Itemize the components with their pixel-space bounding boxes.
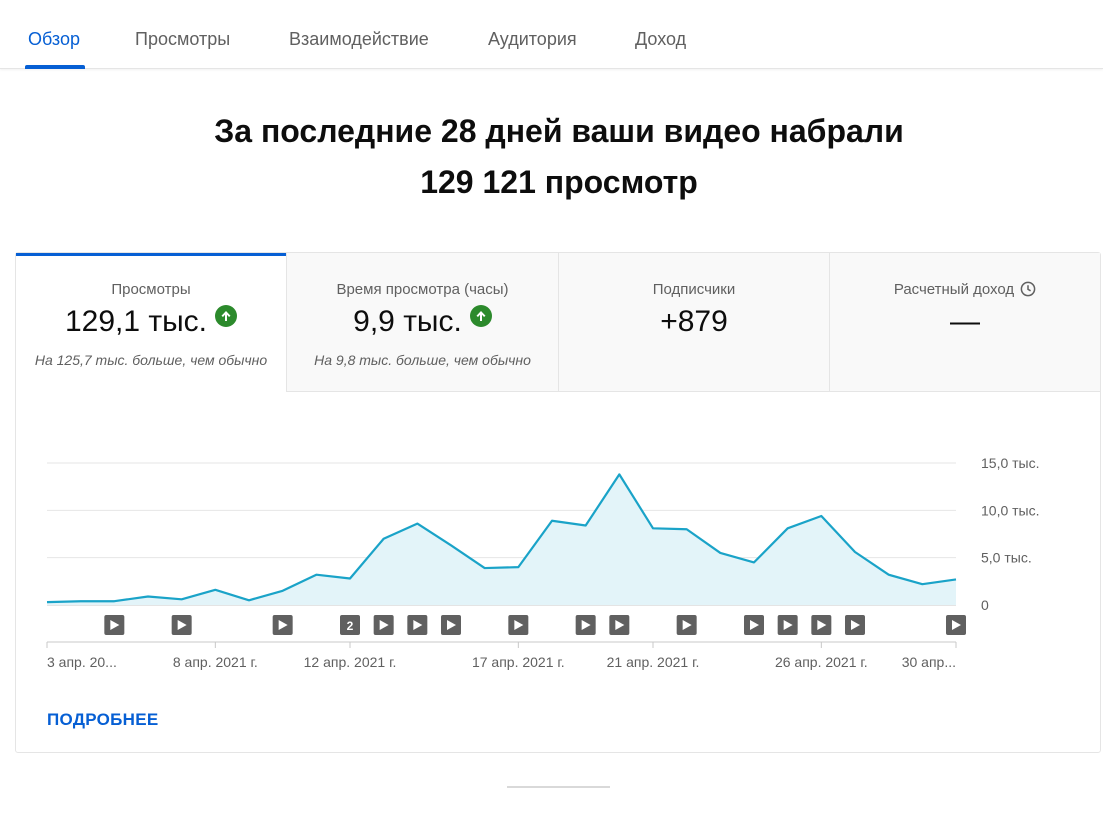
metric-watch-time[interactable]: Время просмотра (часы) 9,9 тыс. На 9,8 т…	[287, 253, 559, 392]
metric-subscribers[interactable]: Подписчики +879	[559, 253, 830, 392]
x-tick-label: 8 апр. 2021 г.	[173, 654, 258, 670]
metric-label: Просмотры	[111, 281, 191, 298]
x-tick-label: 21 апр. 2021 г.	[607, 654, 700, 670]
arrow-up-icon	[469, 305, 492, 327]
headline-line1: За последние 28 дней ваши видео набрали	[214, 113, 904, 149]
x-tick-label: 17 апр. 2021 г.	[472, 654, 565, 670]
play-icon	[379, 620, 389, 630]
play-icon	[514, 620, 524, 630]
clock-icon[interactable]	[1020, 281, 1036, 301]
metric-comparison: На 9,8 тыс. больше, чем обычно	[314, 352, 531, 368]
tab-bar: Обзор Просмотры Взаимодействие Аудитория…	[0, 0, 1103, 69]
more-details-link[interactable]: ПОДРОБНЕЕ	[47, 710, 159, 729]
y-tick-label: 0	[981, 597, 989, 613]
play-icon	[615, 620, 625, 630]
bottom-divider	[507, 786, 610, 788]
play-icon	[750, 620, 759, 630]
arrow-up-icon	[215, 305, 238, 327]
play-icon	[447, 620, 456, 630]
tab-views[interactable]: Просмотры	[135, 29, 231, 49]
y-tick-label: 5,0 тыс.	[981, 550, 1032, 566]
play-icon	[851, 620, 860, 630]
x-tick-label: 30 апр...	[902, 654, 956, 670]
metric-value: +879	[660, 305, 728, 338]
active-tab-indicator	[25, 65, 85, 69]
metric-comparison: На 125,7 тыс. больше, чем обычно	[34, 352, 268, 368]
metric-label: Время просмотра (часы)	[336, 281, 509, 298]
series-area	[47, 474, 956, 605]
play-icon	[817, 620, 827, 630]
metric-value: 129,1 тыс.	[16, 305, 286, 339]
x-tick-label: 12 апр. 2021 г.	[304, 654, 397, 670]
metric-label: Расчетный доход	[830, 281, 1100, 301]
page-headline: За последние 28 дней ваши видео набрали …	[0, 106, 1103, 208]
metric-estimated-revenue[interactable]: Расчетный доход —	[830, 253, 1100, 392]
play-icon	[177, 620, 187, 630]
tab-revenue[interactable]: Доход	[635, 29, 687, 49]
headline-line2: 129 121 просмотр	[420, 164, 698, 200]
play-icon	[581, 620, 591, 630]
video-marker-count: 2	[347, 619, 354, 633]
views-chart: 15,0 тыс. 10,0 тыс. 5,0 тыс. 0 2 3 апр. 20...…	[46, 455, 1040, 670]
series-line	[46, 473, 957, 604]
x-tick-label: 26 апр. 2021 г.	[775, 654, 868, 670]
tab-overview[interactable]: Обзор	[28, 29, 80, 49]
metric-value: —	[950, 305, 980, 338]
y-tick-label: 15,0 тыс.	[981, 455, 1040, 471]
metric-label: Подписчики	[652, 281, 736, 298]
play-icon	[952, 620, 961, 630]
overview-card: Просмотры 129,1 тыс. На 125,7 тыс. больш…	[15, 252, 1101, 753]
y-tick-label: 10,0 тыс.	[981, 502, 1040, 518]
play-icon	[783, 620, 793, 630]
play-icon	[413, 620, 423, 630]
tab-audience[interactable]: Аудитория	[488, 29, 577, 49]
tab-engagement[interactable]: Взаимодействие	[289, 29, 429, 49]
play-icon	[682, 620, 692, 630]
play-icon	[110, 620, 120, 630]
metric-value: 9,9 тыс.	[287, 305, 558, 339]
video-marker-icon	[340, 615, 360, 635]
x-tick-label: 3 апр. 20...	[47, 654, 117, 670]
metric-views[interactable]: Просмотры 129,1 тыс. На 125,7 тыс. больш…	[16, 253, 287, 392]
play-icon	[278, 620, 288, 630]
